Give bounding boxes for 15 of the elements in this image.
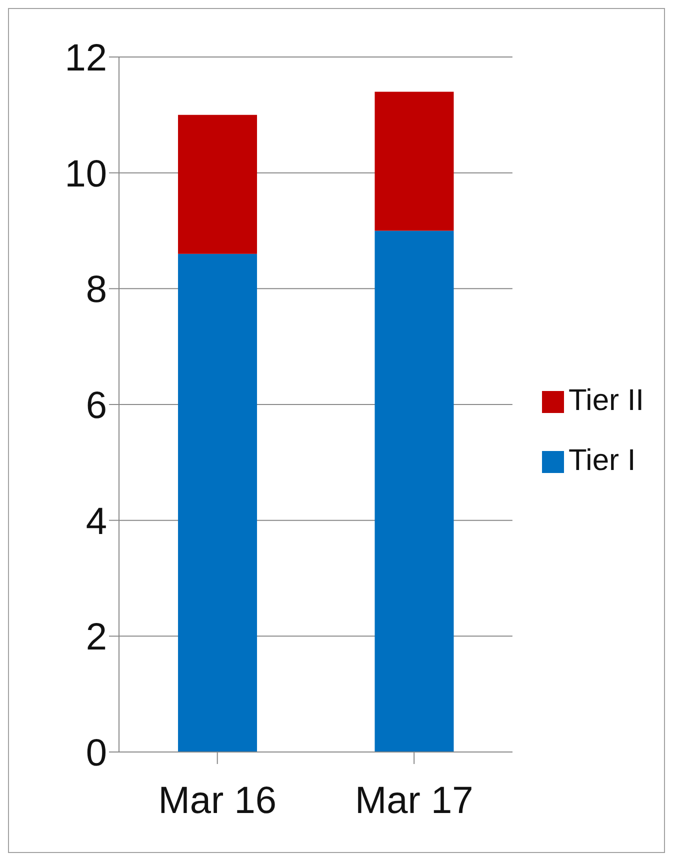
y-tick-label: 8 <box>86 269 107 312</box>
y-tick-label: 6 <box>86 384 107 427</box>
y-tick-label: 10 <box>64 153 107 196</box>
y-tick-label: 4 <box>86 500 107 543</box>
y-tick-label: 12 <box>64 37 107 80</box>
bar <box>374 92 454 231</box>
bar <box>374 230 454 752</box>
legend-label: Tier II <box>568 384 644 416</box>
bar <box>178 254 258 752</box>
bar <box>178 114 258 254</box>
y-tick-label: 2 <box>86 616 107 659</box>
legend-label: Tier I <box>568 444 636 476</box>
x-tick-label: Mar 16 <box>158 780 276 822</box>
y-tick-label: 0 <box>86 732 107 774</box>
x-tick-label: Mar 17 <box>354 780 474 822</box>
